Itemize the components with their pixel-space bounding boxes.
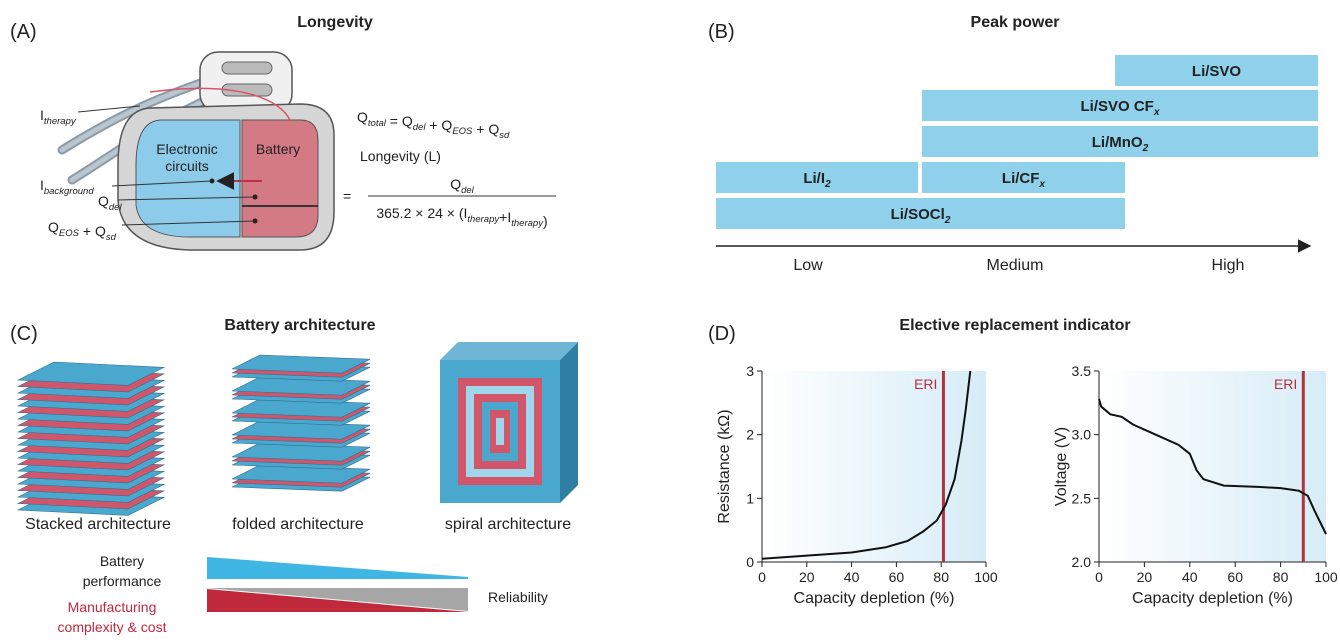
subscript: sd bbox=[499, 130, 510, 141]
architecture-label: Stacked architecture bbox=[25, 516, 171, 533]
subscript: 2 bbox=[944, 215, 951, 226]
panel-label: (A) bbox=[10, 21, 37, 43]
text-part: + Q bbox=[425, 117, 452, 133]
x-axis-label: Capacity depletion (%) bbox=[794, 590, 955, 607]
performance-label: performance bbox=[83, 573, 162, 589]
y-tick-label: 1 bbox=[746, 490, 754, 506]
complexity-label: Manufacturing bbox=[68, 599, 157, 615]
y-axis-label: Voltage (V) bbox=[1053, 427, 1070, 506]
text-part: Q bbox=[450, 176, 461, 192]
x-tick-label: 80 bbox=[1273, 569, 1289, 585]
subscript: therapy bbox=[467, 214, 500, 225]
plot-background bbox=[762, 371, 986, 562]
text-part: 365.2 × 24 × (I bbox=[376, 205, 467, 221]
equation-denominator: 365.2 × 24 × (Itherapy+Itherapy) bbox=[376, 205, 547, 229]
subscript: total bbox=[368, 118, 387, 129]
y-axis-label: Resistance (kΩ) bbox=[716, 409, 733, 523]
subscript: EOS bbox=[59, 228, 80, 239]
plot-background bbox=[1099, 371, 1326, 562]
subscript: sd bbox=[106, 232, 117, 243]
y-tick-label: 2.5 bbox=[1072, 490, 1092, 506]
x-tick-label: 20 bbox=[1137, 569, 1153, 585]
subscript: del bbox=[461, 185, 475, 196]
text-part: Li/SOCl bbox=[891, 206, 945, 223]
x-tick-label: 40 bbox=[844, 569, 860, 585]
y-tick-label: 3 bbox=[746, 363, 754, 379]
y-tick-label: 2.0 bbox=[1072, 554, 1092, 570]
subscript: del bbox=[413, 122, 427, 133]
cube-side bbox=[560, 342, 578, 503]
subscript: 2 bbox=[1142, 143, 1149, 154]
callout-label: Ibackground bbox=[40, 177, 94, 197]
text-part: Li/I bbox=[803, 170, 825, 187]
subscript: del bbox=[109, 202, 123, 213]
subscript: therapy bbox=[511, 218, 544, 229]
equation: Qtotal = Qdel + QEOS + Qsd bbox=[357, 109, 510, 141]
x-tick-label: 0 bbox=[758, 569, 766, 585]
x-tick-label: 0 bbox=[1095, 569, 1103, 585]
panel-label: (D) bbox=[708, 323, 736, 345]
region-label: Battery bbox=[256, 141, 300, 157]
x-axis-label: Capacity depletion (%) bbox=[1132, 590, 1293, 607]
panel-title: Peak power bbox=[971, 14, 1060, 31]
subscript: background bbox=[44, 186, 94, 197]
text-part: Q bbox=[48, 219, 59, 235]
x-tick-label: 40 bbox=[1182, 569, 1198, 585]
x-tick-label: 100 bbox=[974, 569, 998, 585]
y-tick-label: 2 bbox=[746, 427, 754, 443]
y-tick-label: 3.5 bbox=[1072, 363, 1092, 379]
subscript: 2 bbox=[824, 179, 831, 190]
text-part: Q bbox=[98, 193, 109, 209]
callout-label: QEOS + Qsd bbox=[48, 219, 117, 243]
figure: (A)LongevityItherapyIbackgroundQdelQEOS … bbox=[0, 0, 1340, 637]
text-part: ) bbox=[543, 213, 548, 229]
text-part: = Q bbox=[386, 113, 413, 129]
equation-numerator: Qdel bbox=[450, 176, 474, 196]
range-bar-label: Li/SVO bbox=[1192, 63, 1242, 80]
x-tick-label: 20 bbox=[799, 569, 815, 585]
architecture-label: folded architecture bbox=[232, 516, 364, 533]
performance-label: Battery bbox=[100, 553, 144, 569]
x-tick-label: 100 bbox=[1314, 569, 1338, 585]
panel-label: (B) bbox=[708, 21, 735, 43]
x-tick-label: 80 bbox=[933, 569, 949, 585]
eri-label: ERI bbox=[1274, 376, 1297, 392]
text-part: +I bbox=[499, 209, 511, 225]
architecture-label: spiral architecture bbox=[445, 516, 571, 533]
panel-title: Battery architecture bbox=[224, 317, 375, 334]
y-tick-label: 0 bbox=[746, 554, 754, 570]
text-part: + Q bbox=[79, 223, 106, 239]
axis-label: Medium bbox=[987, 257, 1044, 274]
callout-label: Itherapy bbox=[40, 107, 77, 127]
panel-title: Elective replacement indicator bbox=[899, 317, 1130, 334]
complexity-label: complexity & cost bbox=[58, 619, 167, 635]
text-part: Q bbox=[357, 109, 368, 125]
text-part: + Q bbox=[472, 121, 499, 137]
subscript: therapy bbox=[44, 116, 77, 127]
region-label: circuits bbox=[165, 158, 209, 174]
spiral-turn bbox=[496, 418, 504, 445]
region-label: Electronic bbox=[156, 141, 217, 157]
eri-label: ERI bbox=[914, 376, 937, 392]
x-tick-label: 60 bbox=[889, 569, 905, 585]
panel-label: (C) bbox=[10, 323, 38, 345]
y-tick-label: 3.0 bbox=[1072, 427, 1092, 443]
text-part: Li/MnO bbox=[1092, 134, 1143, 151]
reliability-label: Reliability bbox=[488, 589, 548, 605]
panel-title: Longevity bbox=[297, 14, 373, 31]
text-part: Li/SVO bbox=[1192, 63, 1242, 80]
equation-equals: = bbox=[343, 188, 351, 204]
text-part: Li/CF bbox=[1002, 170, 1040, 187]
x-tick-label: 60 bbox=[1227, 569, 1243, 585]
text-part: Li/SVO CF bbox=[1080, 98, 1153, 115]
architecture-drawings bbox=[18, 342, 578, 515]
subscript: EOS bbox=[452, 126, 473, 137]
axis-label: High bbox=[1212, 257, 1245, 274]
axis-label: Low bbox=[793, 257, 823, 274]
tradeoff-wedges bbox=[207, 557, 468, 612]
equation-label: Longevity (L) bbox=[360, 148, 441, 164]
cube-top bbox=[440, 342, 578, 360]
